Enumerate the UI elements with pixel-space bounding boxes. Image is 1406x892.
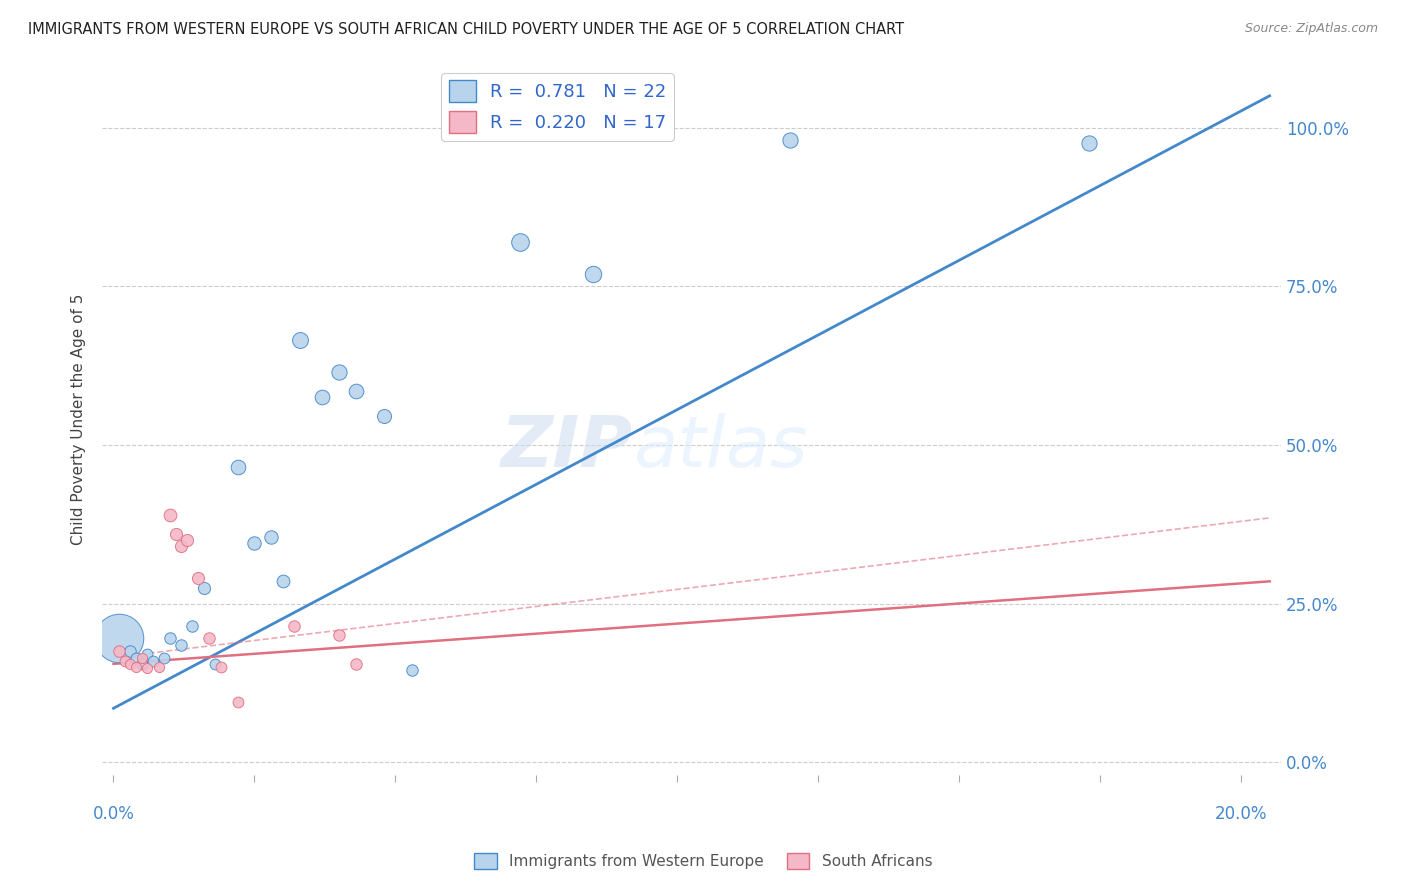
Point [153,650,176,665]
Point [120,657,142,671]
Legend: R =  0.781   N = 22, R =  0.220   N = 17: R = 0.781 N = 22, R = 0.220 N = 17 [441,73,673,141]
Point [114,654,136,668]
Point [401,663,423,677]
Point [198,632,221,646]
Text: ZIP: ZIP [501,413,633,483]
Point [226,460,249,475]
Point [170,638,193,652]
Point [181,619,204,633]
Point [328,365,350,379]
Point [120,644,142,658]
Point [288,333,311,347]
Text: IMMIGRANTS FROM WESTERN EUROPE VS SOUTH AFRICAN CHILD POVERTY UNDER THE AGE OF 5: IMMIGRANTS FROM WESTERN EUROPE VS SOUTH … [28,22,904,37]
Text: 20.0%: 20.0% [1215,805,1268,823]
Point [125,660,148,674]
Point [159,632,181,646]
Point [165,526,187,541]
Point [108,644,131,658]
Text: 0.0%: 0.0% [93,805,135,823]
Point [131,650,153,665]
Legend: Immigrants from Western Europe, South Africans: Immigrants from Western Europe, South Af… [468,847,938,875]
Point [125,650,148,665]
Point [344,384,367,398]
Text: Source: ZipAtlas.com: Source: ZipAtlas.com [1244,22,1378,36]
Y-axis label: Child Poverty Under the Age of 5: Child Poverty Under the Age of 5 [72,293,86,545]
Point [344,657,367,671]
Point [187,571,209,585]
Point [311,390,333,404]
Text: atlas: atlas [633,413,807,483]
Point [283,619,305,633]
Point [148,660,170,674]
Point [260,530,283,544]
Point [271,574,294,589]
Point [159,508,181,522]
Point [204,657,226,671]
Point [243,536,266,550]
Point [328,628,350,642]
Point [142,654,165,668]
Point [193,581,215,595]
Point [136,648,159,662]
Point [1078,136,1101,151]
Point [108,632,131,646]
Point [779,133,801,147]
Point [170,540,193,554]
Point [209,660,232,674]
Point [176,533,198,547]
Point [582,267,605,281]
Point [509,235,531,249]
Point [373,409,395,424]
Point [136,661,159,675]
Point [226,695,249,709]
Point [131,657,153,671]
